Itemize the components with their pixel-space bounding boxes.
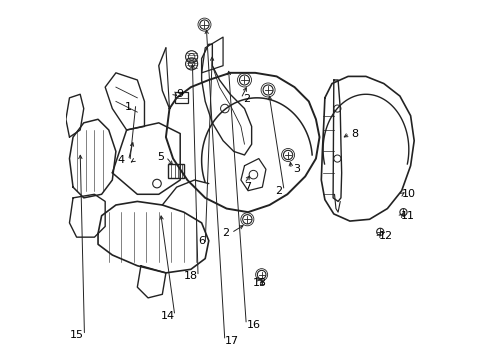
- Text: 7: 7: [244, 182, 251, 192]
- Text: 3: 3: [292, 164, 300, 174]
- Text: 12: 12: [378, 231, 392, 242]
- Text: 17: 17: [224, 336, 239, 346]
- Text: 2: 2: [275, 186, 282, 196]
- Text: 14: 14: [160, 311, 174, 321]
- Text: 18: 18: [183, 271, 198, 282]
- Text: 2: 2: [242, 94, 249, 104]
- Text: 4: 4: [118, 156, 124, 165]
- Text: 9: 9: [176, 89, 183, 99]
- Bar: [167, 164, 183, 178]
- Text: 15: 15: [70, 330, 84, 341]
- Text: 5: 5: [157, 152, 163, 162]
- Text: 16: 16: [246, 320, 260, 330]
- Text: 1: 1: [124, 102, 132, 112]
- Text: 8: 8: [351, 129, 358, 139]
- Text: 13: 13: [252, 278, 266, 288]
- Bar: [175, 93, 188, 103]
- Text: 11: 11: [400, 211, 414, 221]
- Text: 10: 10: [401, 189, 415, 199]
- Text: 2: 2: [222, 228, 229, 238]
- Text: 6: 6: [198, 236, 204, 246]
